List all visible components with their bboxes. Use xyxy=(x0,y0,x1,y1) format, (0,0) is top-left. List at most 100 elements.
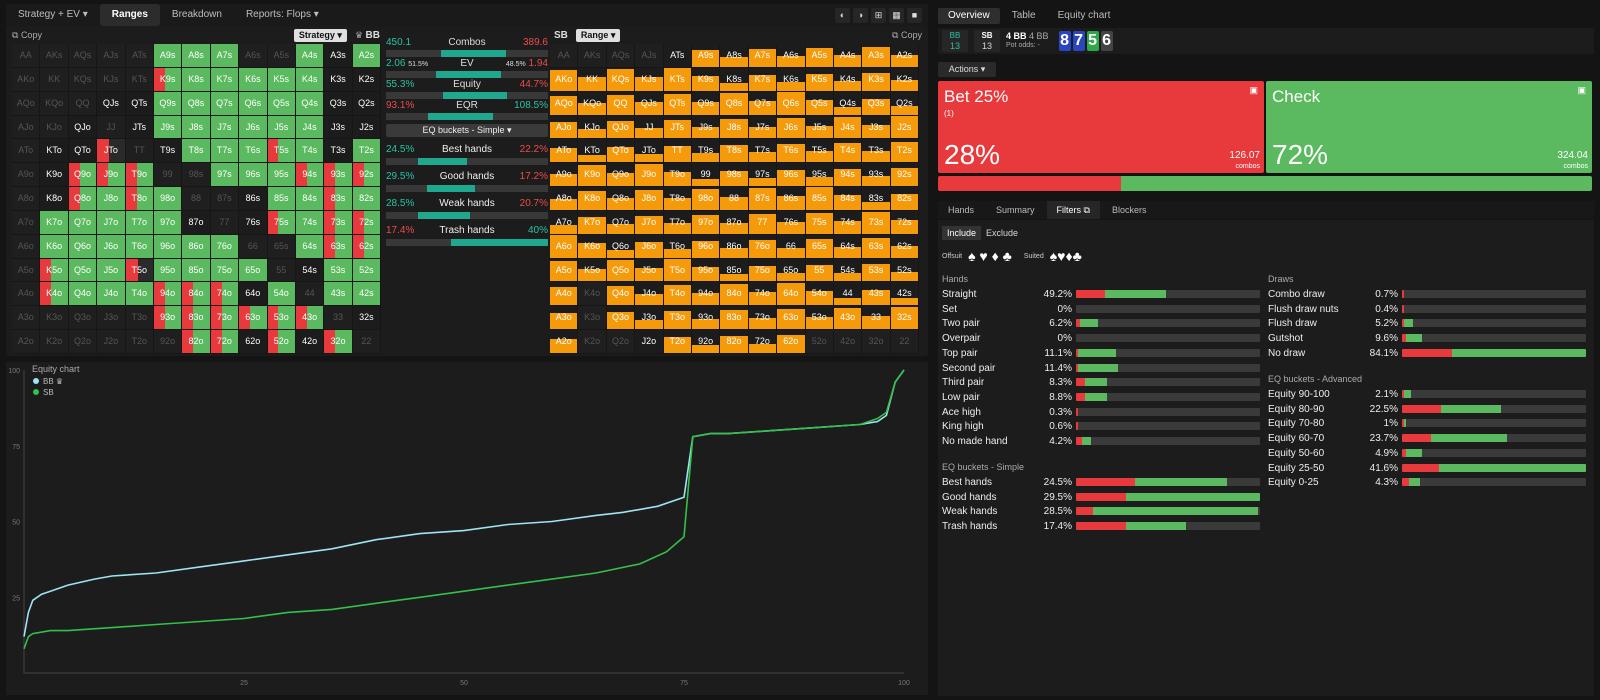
filter-row[interactable]: Weak hands 28.5% xyxy=(942,504,1260,519)
hand-cell[interactable]: 83s xyxy=(324,187,353,211)
hand-cell[interactable]: K6o xyxy=(40,234,69,259)
filter-row[interactable]: Combo draw 0.7% xyxy=(1268,287,1586,302)
include-button[interactable]: Include xyxy=(942,226,982,240)
hand-cell[interactable]: A4s xyxy=(295,44,325,68)
hand-cell[interactable]: 82s xyxy=(890,187,920,211)
hand-cell[interactable]: K4s xyxy=(295,67,325,92)
hand-cell[interactable]: 63s xyxy=(324,234,353,259)
hand-cell[interactable]: 84o xyxy=(182,282,211,307)
hand-cell[interactable]: 53o xyxy=(267,306,296,331)
hand-cell[interactable]: Q2s xyxy=(890,91,920,116)
hand-cell[interactable]: KTo xyxy=(40,139,69,164)
hand-cell[interactable]: T8s xyxy=(720,139,749,164)
hand-cell[interactable]: T2s xyxy=(352,139,382,164)
hand-cell[interactable]: TT xyxy=(125,139,154,164)
hand-cell[interactable]: 85o xyxy=(182,258,211,283)
hand-cell[interactable]: Q6o xyxy=(606,234,636,259)
hand-cell[interactable]: TT xyxy=(663,139,692,164)
hand-cell[interactable]: K5s xyxy=(267,67,296,92)
hand-cell[interactable]: 43s xyxy=(862,282,891,307)
hand-cell[interactable]: J2s xyxy=(352,115,382,140)
view-mode-icon-4[interactable]: ▦ xyxy=(889,7,904,23)
hand-cell[interactable]: JTo xyxy=(97,139,126,164)
hand-cell[interactable]: A7o xyxy=(12,210,41,235)
hand-cell[interactable]: QJs xyxy=(97,91,126,116)
hand-cell[interactable]: AJs xyxy=(635,44,664,68)
hand-cell[interactable]: T7o xyxy=(125,210,154,235)
hand-cell[interactable]: 87s xyxy=(210,187,240,211)
hand-cell[interactable]: QTo xyxy=(68,139,98,164)
hand-cell[interactable]: 98o xyxy=(691,187,721,211)
hand-cell[interactable]: 42s xyxy=(890,282,920,307)
copy-button-left[interactable]: Copy xyxy=(20,30,42,40)
hand-cell[interactable]: 33 xyxy=(862,306,891,331)
hand-cell[interactable]: KJs xyxy=(635,67,664,92)
hand-cell[interactable]: A7o xyxy=(550,210,579,235)
hand-cell[interactable]: 99 xyxy=(691,163,721,188)
hand-cell[interactable]: 72s xyxy=(352,210,382,235)
hand-cell[interactable]: 74s xyxy=(295,210,325,235)
hand-cell[interactable]: Q7o xyxy=(606,210,636,235)
hand-cell[interactable]: 93s xyxy=(862,163,891,188)
hand-cell[interactable]: J3s xyxy=(862,115,891,140)
hand-cell[interactable]: Q6o xyxy=(68,234,98,259)
hand-cell[interactable]: Q4s xyxy=(833,91,863,116)
hand-cell[interactable]: 94s xyxy=(295,163,325,188)
filter-row[interactable]: Equity 70-80 1% xyxy=(1268,416,1586,431)
filter-row[interactable]: Good hands 29.5% xyxy=(942,490,1260,505)
hand-cell[interactable]: T9o xyxy=(663,163,692,188)
hand-cell[interactable]: 74s xyxy=(833,210,863,235)
hand-cell[interactable]: J3o xyxy=(635,306,664,331)
filter-row[interactable]: Straight 49.2% xyxy=(942,287,1260,302)
hand-cell[interactable]: A9o xyxy=(550,163,579,188)
hand-cell[interactable]: AJo xyxy=(12,115,41,140)
hand-cell[interactable]: J7s xyxy=(210,115,240,140)
hand-cell[interactable]: 95s xyxy=(267,163,296,188)
filter-row[interactable]: Gutshot 9.6% xyxy=(1268,331,1586,346)
hand-cell[interactable]: 72s xyxy=(890,210,920,235)
hand-cell[interactable]: T5o xyxy=(125,258,154,283)
hand-cell[interactable]: 54o xyxy=(805,282,834,307)
hand-cell[interactable]: A3o xyxy=(12,306,41,331)
hand-cell[interactable]: JTs xyxy=(125,115,154,140)
hand-cell[interactable]: A3o xyxy=(550,306,579,331)
filter-row[interactable]: No draw 84.1% xyxy=(1268,346,1586,361)
range-select[interactable]: Range ▾ xyxy=(575,28,621,42)
hand-cell[interactable]: J3s xyxy=(324,115,353,140)
hand-cell[interactable]: A2o xyxy=(12,330,41,354)
hand-cell[interactable]: JTo xyxy=(635,139,664,164)
hand-cell[interactable]: JJ xyxy=(97,115,126,140)
hand-cell[interactable]: K2s xyxy=(890,67,920,92)
exclude-button[interactable]: Exclude xyxy=(986,228,1019,238)
hand-cell[interactable]: AQo xyxy=(12,91,41,116)
hand-cell[interactable]: J7o xyxy=(635,210,664,235)
hand-cell[interactable]: K3o xyxy=(578,306,607,331)
hand-cell[interactable]: 33 xyxy=(324,306,353,331)
hand-cell[interactable]: A2o xyxy=(550,330,579,354)
hand-cell[interactable]: 52o xyxy=(805,330,834,354)
tab-hands[interactable]: Hands xyxy=(948,205,975,215)
hand-cell[interactable]: KTo xyxy=(578,139,607,164)
hand-cell[interactable]: 73o xyxy=(748,306,778,331)
hand-cell[interactable]: 44 xyxy=(833,282,863,307)
hand-cell[interactable]: AKs xyxy=(578,44,607,68)
filter-row[interactable]: Trash hands 17.4% xyxy=(942,519,1260,534)
filter-row[interactable]: Flush draw 5.2% xyxy=(1268,316,1586,331)
hand-cell[interactable]: Q9s xyxy=(153,91,183,116)
hand-cell[interactable]: J7s xyxy=(748,115,778,140)
hand-cell[interactable]: JTs xyxy=(663,115,692,140)
hand-cell[interactable]: QTs xyxy=(125,91,154,116)
hand-cell[interactable]: 64s xyxy=(833,234,863,259)
filter-row[interactable]: Third pair 8.3% xyxy=(942,375,1260,390)
hand-cell[interactable]: Q8o xyxy=(68,187,98,211)
hand-cell[interactable]: AKo xyxy=(12,67,41,92)
filter-row[interactable]: Low pair 8.8% xyxy=(942,390,1260,405)
hand-cell[interactable]: AJs xyxy=(97,44,126,68)
hand-cell[interactable]: 52o xyxy=(267,330,296,354)
hand-cell[interactable]: T2o xyxy=(125,330,154,354)
hand-cell[interactable]: 75o xyxy=(748,258,778,283)
hand-cell[interactable]: A4o xyxy=(12,282,41,307)
expand-icon[interactable]: ▣ xyxy=(1249,85,1258,95)
hand-cell[interactable]: K2s xyxy=(352,67,382,92)
actions-dropdown[interactable]: Actions ▾ xyxy=(938,62,996,77)
